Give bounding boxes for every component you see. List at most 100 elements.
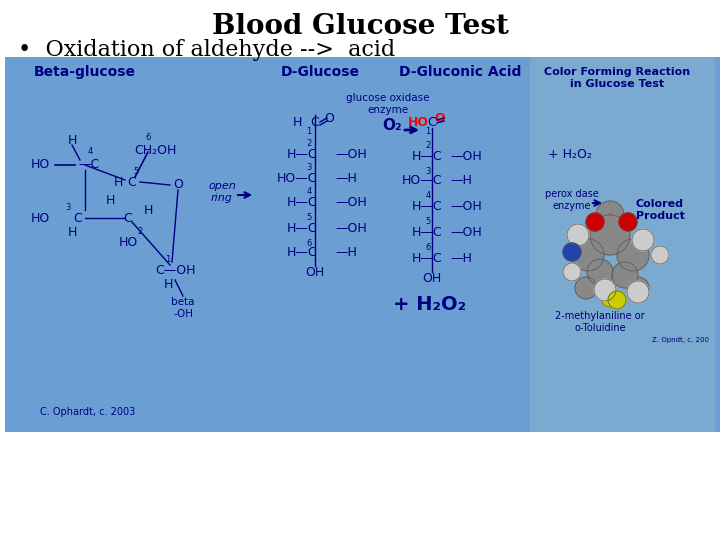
Text: open
ring: open ring <box>208 181 236 203</box>
Text: 1: 1 <box>307 127 312 137</box>
Text: C: C <box>124 212 132 225</box>
Text: D-Gluconic Acid: D-Gluconic Acid <box>399 65 521 79</box>
Text: 4: 4 <box>87 147 93 157</box>
Text: H: H <box>143 204 153 217</box>
Text: Colored
Product: Colored Product <box>636 199 685 221</box>
Circle shape <box>590 215 630 255</box>
Text: •  Oxidation of aldehyde -->  acid: • Oxidation of aldehyde --> acid <box>18 39 395 61</box>
Text: H—C: H—C <box>412 150 443 163</box>
Circle shape <box>567 224 589 246</box>
Circle shape <box>587 259 613 285</box>
Text: H: H <box>163 278 173 291</box>
Text: 6: 6 <box>145 133 150 143</box>
Text: 3: 3 <box>306 164 312 172</box>
Text: 2: 2 <box>307 139 312 148</box>
Text: —H: —H <box>450 252 472 265</box>
Text: D-Glucose: D-Glucose <box>281 65 359 79</box>
Text: glucose oxidase
enzyme: glucose oxidase enzyme <box>346 93 430 115</box>
Text: —OH: —OH <box>335 147 366 160</box>
Circle shape <box>596 201 624 229</box>
Circle shape <box>563 263 581 281</box>
Text: —H: —H <box>335 246 357 260</box>
Text: Z. Opndt, c. 200: Z. Opndt, c. 200 <box>652 337 708 343</box>
Text: + H₂O₂: + H₂O₂ <box>393 295 467 314</box>
Text: 2-methylaniline or
o-Toluidine: 2-methylaniline or o-Toluidine <box>555 311 645 333</box>
Text: OH: OH <box>305 266 325 279</box>
Text: H: H <box>113 176 122 188</box>
Bar <box>530 57 715 432</box>
Text: —H: —H <box>450 174 472 187</box>
Text: Beta-glucose: Beta-glucose <box>34 65 136 79</box>
Text: C. Ophardt, c. 2003: C. Ophardt, c. 2003 <box>40 407 135 417</box>
Text: O: O <box>173 179 183 192</box>
Text: 6: 6 <box>306 239 312 247</box>
Text: H: H <box>67 226 77 239</box>
Text: H—C: H—C <box>287 195 318 208</box>
Text: 1: 1 <box>166 255 171 265</box>
Text: 4: 4 <box>307 187 312 197</box>
Text: —C: —C <box>78 159 99 172</box>
Text: H—C: H—C <box>412 226 443 239</box>
Text: —OH: —OH <box>450 226 482 239</box>
Text: beta
-OH: beta -OH <box>171 297 194 319</box>
Text: HO: HO <box>118 235 138 248</box>
Text: 5: 5 <box>133 167 139 177</box>
Text: H: H <box>105 193 114 206</box>
Text: CH₂OH: CH₂OH <box>134 144 176 157</box>
Text: 1: 1 <box>426 127 431 137</box>
Circle shape <box>627 277 649 299</box>
Text: 5: 5 <box>307 213 312 222</box>
Text: —OH: —OH <box>335 221 366 234</box>
Text: HO—C: HO—C <box>277 172 318 185</box>
Circle shape <box>612 262 638 288</box>
Circle shape <box>594 279 616 301</box>
Text: C: C <box>310 116 320 129</box>
Text: C: C <box>73 212 82 225</box>
Text: H: H <box>67 133 77 146</box>
Text: H—C: H—C <box>287 246 318 260</box>
Circle shape <box>601 289 619 307</box>
Text: —OH: —OH <box>450 150 482 163</box>
Text: 3: 3 <box>426 166 431 176</box>
Text: O₂: O₂ <box>382 118 402 132</box>
Text: O: O <box>435 111 445 125</box>
Circle shape <box>617 239 649 271</box>
Text: H—C: H—C <box>287 147 318 160</box>
Text: perox dase
enzyme: perox dase enzyme <box>545 189 599 211</box>
Circle shape <box>651 246 669 264</box>
Text: HO: HO <box>408 116 428 129</box>
Text: O: O <box>324 111 334 125</box>
Text: Blood Glucose Test: Blood Glucose Test <box>212 14 508 40</box>
Circle shape <box>608 291 626 309</box>
Bar <box>5 57 720 432</box>
Text: 4: 4 <box>426 192 431 200</box>
Circle shape <box>575 277 597 299</box>
Text: 6: 6 <box>426 244 431 253</box>
Text: HO: HO <box>30 212 50 225</box>
Text: 5: 5 <box>426 218 431 226</box>
Text: Color Forming Reaction
in Glucose Test: Color Forming Reaction in Glucose Test <box>544 67 690 89</box>
Circle shape <box>632 229 654 251</box>
Text: 2: 2 <box>138 227 143 237</box>
Text: + H₂O₂: + H₂O₂ <box>548 148 592 161</box>
Text: C: C <box>428 116 436 129</box>
Text: —OH: —OH <box>450 199 482 213</box>
Text: C—OH: C—OH <box>155 264 195 276</box>
Text: H—C: H—C <box>287 221 318 234</box>
Text: H: H <box>292 116 302 129</box>
Circle shape <box>627 281 649 303</box>
Text: H—C: H—C <box>412 252 443 265</box>
Text: H—C: H—C <box>412 199 443 213</box>
Circle shape <box>586 213 604 231</box>
Text: OH: OH <box>423 272 441 285</box>
Text: HO—C: HO—C <box>402 174 443 187</box>
Text: C: C <box>127 176 136 188</box>
Circle shape <box>572 239 604 271</box>
Circle shape <box>619 213 637 231</box>
Text: —H: —H <box>335 172 357 185</box>
Text: 2: 2 <box>426 141 431 151</box>
Text: HO: HO <box>30 159 50 172</box>
Text: 3: 3 <box>66 204 71 213</box>
Circle shape <box>563 243 581 261</box>
Text: —OH: —OH <box>335 195 366 208</box>
